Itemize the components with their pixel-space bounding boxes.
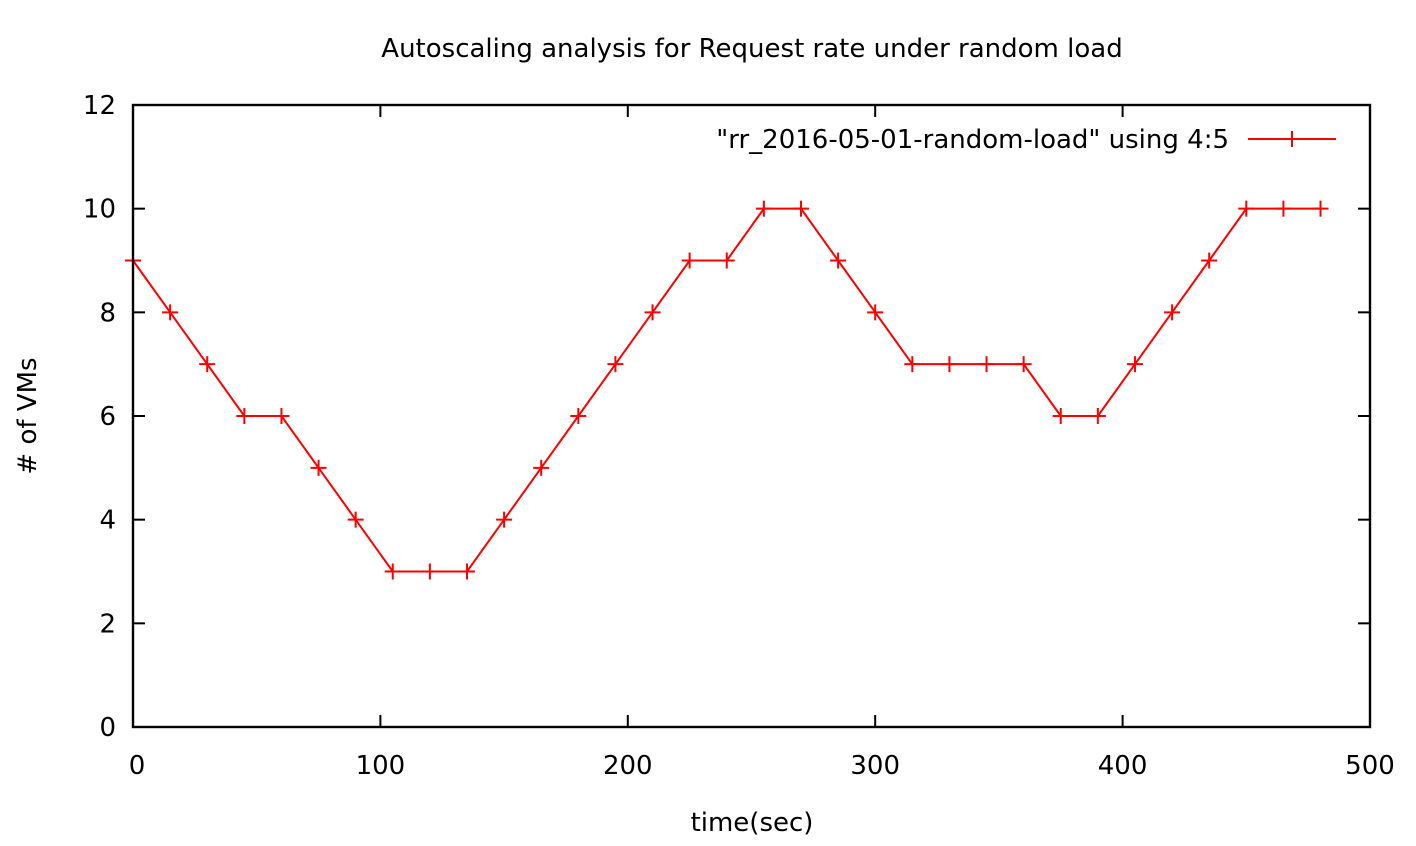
data-point — [1089, 408, 1106, 424]
data-point — [755, 200, 772, 217]
data-point — [1164, 304, 1181, 321]
chart-title: Autoscaling analysis for Request rate un… — [381, 34, 1122, 64]
data-point — [1015, 356, 1032, 373]
x-axis-label: time(sec) — [691, 808, 814, 838]
plot-area — [125, 200, 1329, 580]
data-point — [978, 356, 995, 373]
y-tick-label: 4 — [99, 506, 116, 536]
data-point — [458, 563, 475, 580]
data-point — [310, 459, 327, 476]
data-point — [904, 356, 921, 373]
data-point — [1312, 200, 1329, 217]
x-tick-label: 500 — [1345, 751, 1395, 781]
data-point — [533, 459, 550, 476]
x-tick-label: 0 — [129, 751, 146, 781]
axis-ticks: 0 100 200 300 400 500 0 2 4 6 8 10 12 — [83, 91, 1395, 781]
legend-marker-plus — [1284, 131, 1300, 147]
x-tick-label: 200 — [603, 751, 653, 781]
data-point — [1201, 252, 1218, 269]
y-tick-label: 12 — [83, 91, 116, 121]
data-point — [644, 304, 661, 321]
data-point — [421, 563, 438, 580]
x-tick-label: 100 — [356, 751, 406, 781]
data-point — [867, 304, 884, 321]
plot-frame — [131, 103, 1372, 729]
legend-marker — [1284, 131, 1300, 147]
data-point — [570, 408, 587, 424]
data-point — [1126, 356, 1143, 373]
x-tick-label: 300 — [850, 751, 900, 781]
data-point — [1052, 408, 1069, 424]
data-point — [273, 408, 290, 424]
y-axis-label: # of VMs — [13, 357, 43, 474]
data-point — [607, 356, 624, 373]
data-point — [830, 252, 847, 269]
data-point — [347, 511, 364, 528]
data-point — [1275, 200, 1292, 217]
data-point — [1238, 200, 1255, 217]
y-tick-label: 0 — [99, 713, 116, 743]
data-point — [199, 356, 216, 373]
data-point — [384, 563, 401, 580]
data-point — [162, 304, 179, 321]
data-point — [496, 511, 513, 528]
data-point — [236, 408, 253, 424]
y-tick-label: 10 — [83, 195, 116, 225]
data-point — [718, 252, 735, 269]
y-tick-label: 6 — [99, 402, 116, 432]
y-tick-label: 8 — [99, 298, 116, 328]
data-point — [681, 252, 698, 269]
legend: "rr_2016-05-01-random-load" using 4:5 — [716, 125, 1336, 155]
data-point — [792, 200, 809, 217]
y-tick-label: 2 — [99, 609, 116, 639]
data-point — [941, 356, 958, 373]
legend-label: "rr_2016-05-01-random-load" using 4:5 — [716, 125, 1229, 155]
x-tick-label: 400 — [1098, 751, 1148, 781]
